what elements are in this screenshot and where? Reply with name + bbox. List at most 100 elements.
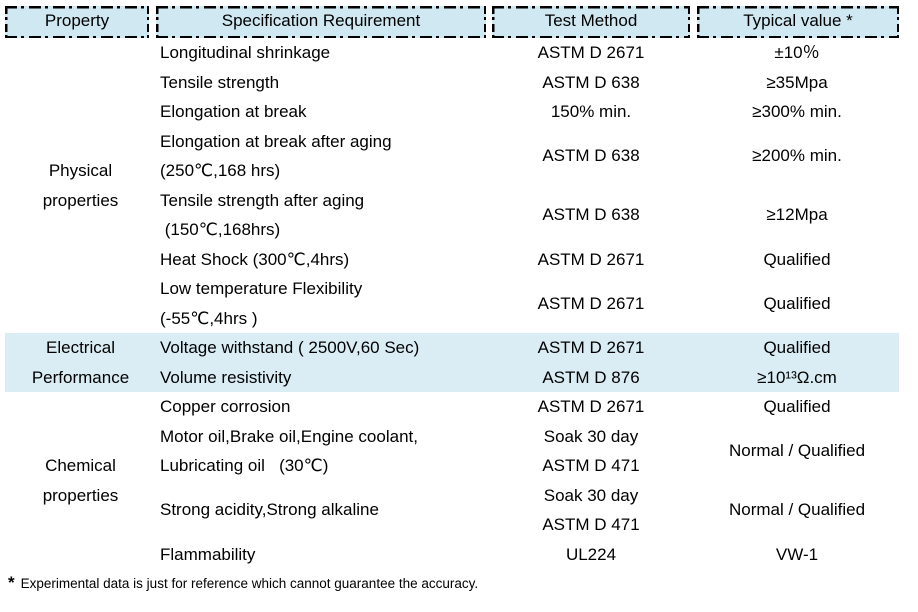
value-line: ≥10¹³Ω.cm [757,367,837,387]
section-chemical: Chemical properties Copper corrosion ASTM D… [5,392,899,569]
spec-line: Strong acidity,Strong alkaline [160,500,379,520]
value-cell: Qualified [695,333,899,363]
method-line: ASTM D 2671 [537,338,645,357]
method-cell: ASTM D 638 [487,200,695,230]
value-cell: Qualified [695,245,899,275]
spec-line: Volume resistivity [160,367,292,387]
property-label-line: Chemical [45,456,116,475]
spec-line: (-55℃,4hrs ) [160,308,258,328]
table-row: Tensile strength ASTM D 638 ≥35Mpa [156,68,899,98]
value-line: Qualified [763,338,831,357]
section-rows: Voltage withstand ( 2500V,60 Sec) ASTM D … [156,333,899,392]
spec-line: Voltage withstand ( 2500V,60 Sec) [160,338,420,357]
table-row: Elongation at break after aging (250℃,168… [156,127,899,186]
value-cell: ≥35Mpa [695,68,899,98]
method-cell: ASTM D 2671 [487,245,695,275]
table-row: Elongation at break 150% min. ≥300% min. [156,97,899,127]
spec-cell: Volume resistivity [156,363,487,393]
table-row: Strong acidity,Strong alkaline Soak 30 da… [156,481,899,540]
footnote-text: Experimental data is just for reference … [20,576,479,591]
method-cell: ASTM D 2671 [487,333,695,363]
value-line: Normal / Qualified [728,441,866,461]
method-line: Soak 30 day [543,485,639,505]
section-physical: Physical properties Longitudinal shrinkage… [5,38,899,333]
method-line: ASTM D 2671 [537,293,645,313]
method-line: ASTM D 638 [542,205,640,225]
value-cell: ≥300% min. [695,97,899,127]
value-line: Qualified [763,249,831,269]
table-row: Longitudinal shrinkage ASTM D 2671 ±10％ [156,38,899,68]
method-cell: Soak 30 day ASTM D 471 [487,422,695,481]
method-line: ASTM D 2671 [537,43,645,62]
spec-line: Heat Shock (300℃,4hrs) [160,249,350,269]
table-header-row: Property Specification Requirement Test … [5,6,899,38]
property-label-chemical: Chemical properties [5,451,156,510]
method-cell: ASTM D 2671 [487,392,695,422]
table-row: Heat Shock (300℃,4hrs) ASTM D 2671 Qualifi… [156,245,899,275]
footnote: * Experimental data is just for referenc… [8,573,918,593]
spec-line: Tensile strength [160,72,280,92]
spec-line: (250℃,168 hrs) [160,161,281,180]
spec-line: Copper corrosion [160,397,291,416]
spec-line: (150℃,168hrs) [160,220,281,239]
value-cell: ≥200% min. [695,141,899,171]
method-line: ASTM D 876 [542,367,640,387]
spec-cell: Tensile strength after aging (150℃,168hr… [156,186,487,245]
method-cell: ASTM D 876 [487,363,695,393]
method-line: Soak 30 day [543,426,639,446]
header-cell-typical-value: Typical value * [697,6,899,38]
spec-cell: Tensile strength [156,68,487,98]
property-label-line: Electrical [46,338,115,357]
spec-line: Elongation at break after aging [160,131,392,151]
value-line: ≥12Mpa [766,205,828,225]
method-line: ASTM D 471 [542,456,640,475]
value-cell: Normal / Qualified [695,495,899,525]
spec-cell: Heat Shock (300℃,4hrs) [156,245,487,275]
spec-cell: Elongation at break after aging (250℃,168… [156,127,487,186]
spec-cell: Motor oil,Brake oil,Engine coolant, Lubri… [156,422,487,481]
method-line: ASTM D 471 [542,515,640,534]
method-line: UL224 [565,544,617,564]
value-line: Qualified [763,397,831,416]
value-line: ≥35Mpa [766,72,828,92]
table-row: Low temperature Flexibility (-55℃,4hrs ) A… [156,274,899,333]
value-cell: ±10％ [695,38,899,68]
header-cell-specification-requirement: Specification Requirement [156,6,486,38]
property-label-line: properties [42,485,119,505]
method-cell: ASTM D 2671 [487,289,695,319]
value-line: ±10％ [774,43,820,62]
property-label-physical: Physical properties [5,156,156,215]
value-line: VW-1 [775,544,819,564]
table-row: Volume resistivity ASTM D 876 ≥10¹³Ω.cm [156,363,899,393]
spec-line: Motor oil,Brake oil,Engine coolant, [160,426,418,446]
method-cell: ASTM D 638 [487,68,695,98]
footnote-asterisk: * [8,573,15,592]
spec-line: Low temperature Flexibility [160,279,363,298]
value-cell: ≥10¹³Ω.cm [695,363,899,393]
section-rows: Longitudinal shrinkage ASTM D 2671 ±10％ Ten… [156,38,899,333]
table-row: Tensile strength after aging (150℃,168hr… [156,186,899,245]
spec-cell: Copper corrosion [156,392,487,422]
value-line: Normal / Qualified [728,500,866,520]
method-cell: ASTM D 2671 [487,38,695,68]
header-cell-test-method: Test Method [492,6,690,38]
method-cell: UL224 [487,540,695,570]
table-row: Voltage withstand ( 2500V,60 Sec) ASTM D … [156,333,899,363]
method-line: 150% min. [550,102,632,121]
value-cell: Qualified [695,289,899,319]
spec-line: Lubricating oil (30℃) [160,456,329,475]
header-cell-property: Property [5,6,149,38]
spec-cell: Strong acidity,Strong alkaline [156,495,487,525]
method-line: ASTM D 2671 [537,397,645,416]
method-cell: 150% min. [487,97,695,127]
spec-line: Flammability [160,544,256,564]
spec-cell: Low temperature Flexibility (-55℃,4hrs ) [156,274,487,333]
method-cell: ASTM D 638 [487,141,695,171]
spec-cell: Voltage withstand ( 2500V,60 Sec) [156,333,487,363]
table-row: Motor oil,Brake oil,Engine coolant, Lubri… [156,422,899,481]
value-cell: VW-1 [695,540,899,570]
table-row: Flammability UL224 VW-1 [156,540,899,570]
table-body: Physical properties Longitudinal shrinkage… [5,38,899,569]
spec-line: Longitudinal shrinkage [160,43,331,62]
